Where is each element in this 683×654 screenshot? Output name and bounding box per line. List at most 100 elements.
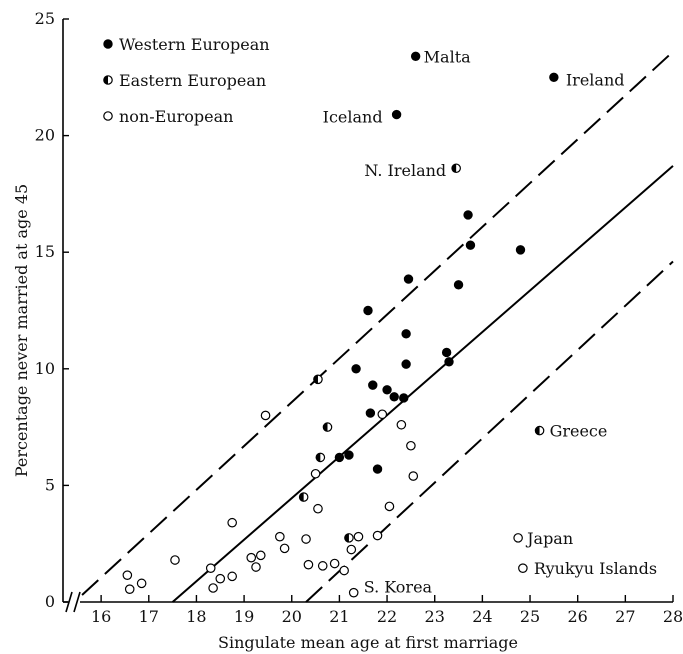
marker-open [301,534,311,544]
marker-open [372,530,383,541]
legend: Western European Eastern European non-Euro… [103,35,270,126]
dashed-reference-line [305,260,674,603]
marker-open [275,531,285,542]
point-non [227,571,237,582]
marker-filled [368,380,378,390]
x-tick-label: 16 [91,607,111,626]
marker-filled [365,408,376,418]
annotation-label: Greece [550,422,608,441]
x-tick-label: 26 [568,607,588,626]
marker-filled [410,51,421,62]
marker-open [513,533,523,543]
point-western [441,347,452,358]
point-eastern [534,425,545,436]
marker-open [103,111,113,121]
dashed-reference-line [81,50,674,596]
marker-open [313,503,323,514]
y-tick-label: 10 [35,359,55,378]
point-non [124,584,135,594]
marker-filled [515,245,526,255]
x-axis-break-mark [73,591,81,613]
marker-filled [401,359,411,369]
x-tick-label: 22 [377,607,397,626]
marker-filled [441,347,452,358]
point-western [401,329,411,339]
marker-open [279,543,290,554]
marker-open [124,584,135,594]
marker-open [227,517,237,528]
marker-open [227,571,237,582]
marker-open [406,440,416,451]
point-non [372,530,383,541]
point-non [303,559,314,570]
legend-marker-eastern [103,75,113,85]
point-non [310,468,321,479]
point-non [408,471,419,481]
point-non [317,561,328,571]
legend-label-non: non-European [119,107,233,126]
point-eastern [298,492,309,502]
point-western [368,380,378,390]
point-non [348,587,359,598]
marker-open [346,544,357,555]
point-western [403,274,414,284]
point-western [389,392,399,402]
point-western [444,357,454,367]
marker-open [260,410,271,421]
point-non [215,573,226,584]
marker-open [136,578,147,589]
point-western [363,305,373,316]
marker-open [255,550,266,561]
point-non [313,503,323,514]
marker-open [122,570,133,580]
point-non [518,563,528,573]
marker-filled [344,450,354,460]
annotation-label: Iceland [323,108,383,127]
point-western [515,245,526,255]
marker-filled [465,240,476,250]
point-eastern [344,533,354,543]
axes: 0 5 10 15 20 25 16 17 18 19 20 21 22 23 24 25 26 27 28 Sing… [12,9,683,652]
marker-open [396,419,407,430]
marker-filled [389,392,399,402]
x-tick-label: 21 [329,607,349,626]
y-tick-label: 5 [45,475,55,494]
point-western [410,51,421,62]
point-non [275,531,285,542]
point-western [351,364,361,374]
marker-filled [103,39,113,49]
point-non [208,583,218,593]
point-non [377,409,388,420]
point-non [136,578,147,589]
point-western [549,72,559,83]
y-tick-label: 20 [35,126,55,145]
y-tick-label: 0 [45,592,55,611]
point-western [382,385,392,395]
point-non [122,570,133,580]
point-western [334,452,345,463]
point-non [170,555,180,565]
point-western [463,210,473,220]
marker-filled [351,364,361,374]
x-axis-label: Singulate mean age at first marriage [218,633,518,652]
marker-open [310,468,321,479]
point-eastern [451,163,461,174]
x-tick-label: 25 [520,607,540,626]
point-non [227,517,237,528]
marker-filled [453,280,464,290]
marker-half-fill [103,75,108,85]
marker-filled [549,72,559,83]
point-non [329,558,340,569]
marker-filled [401,329,411,339]
legend-label-western: Western European [119,35,270,54]
marker-half-fill [313,375,318,384]
marker-half-fill [299,492,304,502]
marker-open [208,583,218,593]
x-tick-label: 23 [425,607,445,626]
marker-half-fill [344,533,349,543]
y-axis-label: Percentage never married at age 45 [12,184,31,477]
point-eastern [313,374,323,385]
marker-filled [334,452,345,463]
point-non [205,563,216,573]
